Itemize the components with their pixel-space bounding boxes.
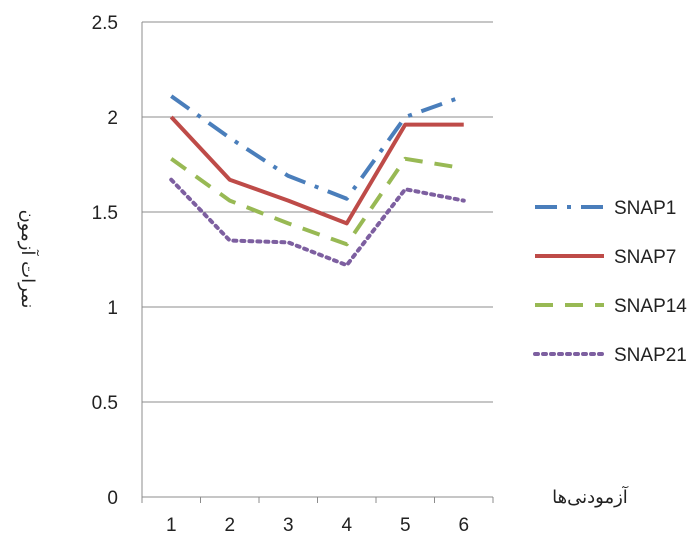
x-axis-title: آزمودنی‌ها bbox=[552, 485, 629, 508]
y-tick-labels: 0 0.5 1 1.5 2 2.5 bbox=[92, 13, 118, 509]
x-tick-label: 4 bbox=[341, 515, 352, 536]
legend-label-snap21: SNAP21 bbox=[614, 345, 687, 366]
y-tick-label: 1.5 bbox=[92, 203, 118, 224]
y-tick-label: 0.5 bbox=[92, 393, 118, 414]
y-tick-label: 0 bbox=[107, 488, 118, 509]
y-tick-label: 2 bbox=[107, 108, 118, 129]
x-tick-label: 1 bbox=[166, 515, 177, 536]
series-line-snap1 bbox=[170, 94, 465, 201]
series-lines bbox=[169, 94, 466, 268]
series-line-snap21 bbox=[169, 177, 466, 268]
y-axis-title: نمرات آزمون bbox=[17, 210, 40, 309]
x-tick-label: 6 bbox=[458, 515, 469, 536]
legend-label-snap7: SNAP7 bbox=[614, 247, 676, 268]
legend-label-snap1: SNAP1 bbox=[614, 198, 676, 219]
x-tick-label: 3 bbox=[283, 515, 294, 536]
series-line-snap7 bbox=[169, 115, 464, 226]
legend-label-snap14: SNAP14 bbox=[614, 296, 687, 317]
axes bbox=[141, 22, 494, 503]
x-tick-label: 5 bbox=[400, 515, 411, 536]
series-line-snap14 bbox=[170, 156, 465, 247]
x-tick-labels: 1 2 3 4 5 6 bbox=[166, 515, 469, 536]
x-tick-label: 2 bbox=[224, 515, 235, 536]
legend: SNAP1 SNAP7 SNAP14 SNAP21 bbox=[533, 198, 687, 366]
y-tick-label: 1 bbox=[107, 298, 118, 319]
y-tick-label: 2.5 bbox=[92, 13, 118, 34]
